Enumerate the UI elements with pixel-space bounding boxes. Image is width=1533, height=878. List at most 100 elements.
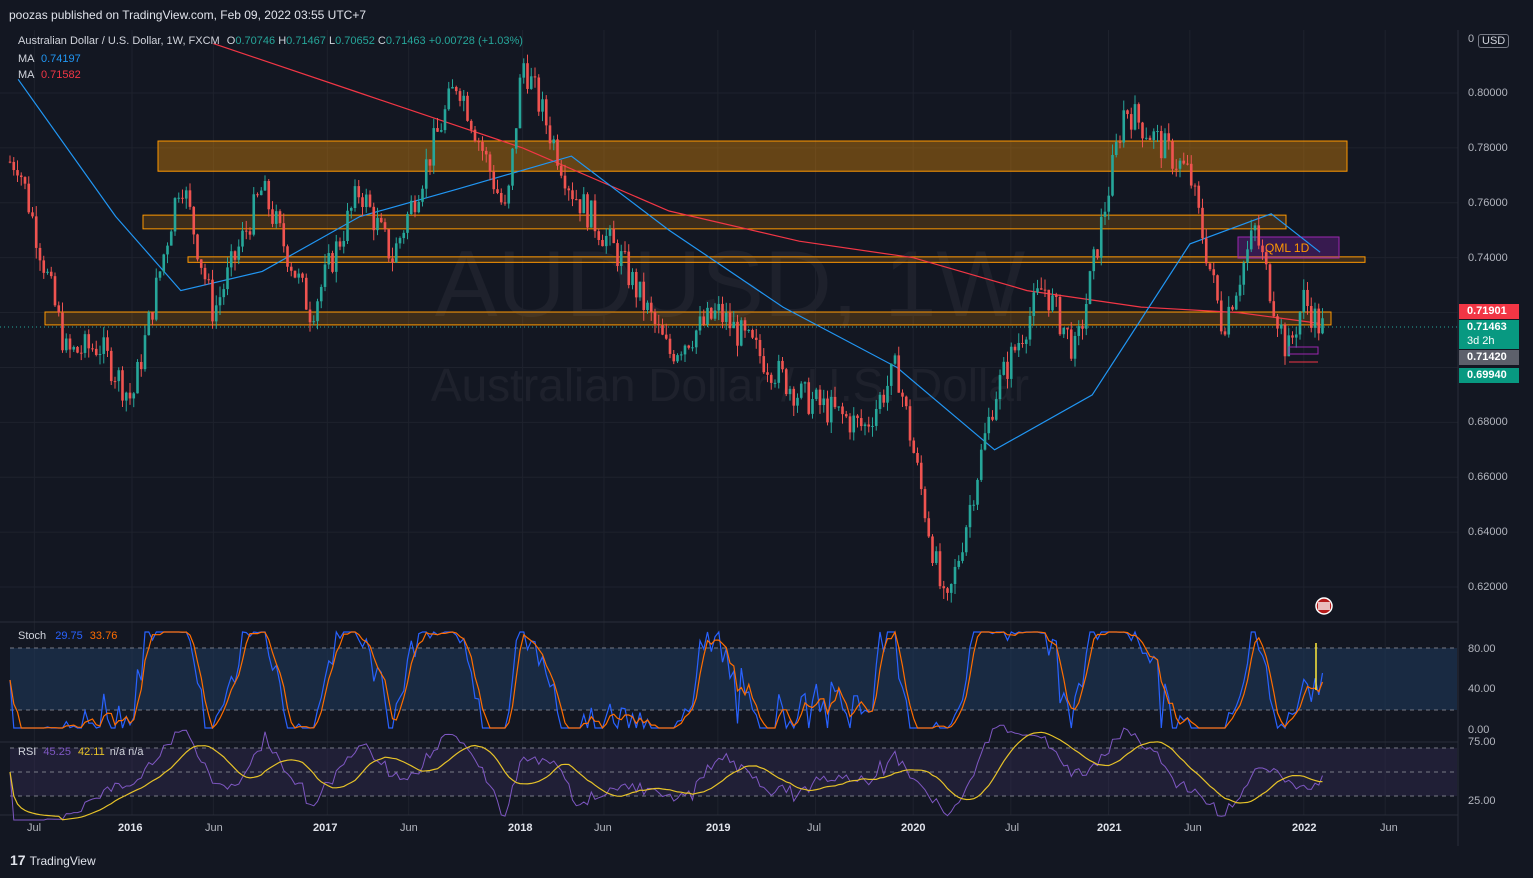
candle (942, 580, 946, 599)
candle (1178, 158, 1182, 178)
candle (496, 179, 499, 195)
stoch-level-40: 40.00 (1468, 683, 1496, 695)
candle (203, 263, 207, 286)
candle (1279, 319, 1283, 335)
candle (1006, 351, 1009, 389)
candle (293, 270, 297, 279)
candle (349, 206, 353, 219)
candle (1054, 292, 1058, 307)
main-legend: Australian Dollar / U.S. Dollar, 1W, FXC… (18, 35, 523, 47)
candle (1111, 144, 1114, 197)
candle (638, 281, 642, 301)
candle (567, 185, 571, 201)
candle (462, 89, 466, 112)
candle (271, 201, 274, 228)
candle (1321, 308, 1324, 335)
ma-fast-legend: MA 0.74197 (18, 53, 81, 65)
candle (162, 253, 166, 276)
candle (477, 137, 481, 151)
candle (574, 189, 578, 201)
candle (132, 391, 136, 408)
candle (769, 372, 773, 390)
candle (597, 228, 601, 246)
candle (1152, 128, 1156, 149)
candle (751, 328, 754, 339)
candle (518, 74, 522, 129)
candle (1024, 336, 1028, 354)
candle (8, 155, 12, 164)
candle (147, 310, 151, 336)
candle (79, 345, 83, 361)
mini-box-purple (1288, 346, 1319, 355)
candle (27, 176, 31, 215)
candle (364, 188, 368, 213)
candle (1073, 331, 1077, 367)
candle (657, 314, 661, 334)
candle (721, 296, 724, 329)
price-label-0.80000: 0.80000 (1468, 87, 1508, 99)
time-label-jun-2022: Jun (1380, 822, 1398, 834)
candle (274, 204, 278, 229)
candle (766, 363, 769, 383)
candle (687, 344, 691, 350)
candle (503, 194, 507, 206)
candle (1306, 282, 1309, 315)
currency-button[interactable]: USD (1478, 34, 1510, 48)
candle (98, 345, 102, 365)
candle (1298, 311, 1302, 340)
candle (259, 187, 263, 196)
time-label-2021: 2021 (1097, 822, 1122, 834)
candle (76, 345, 79, 354)
candle (848, 413, 852, 440)
time-label-2019: 2019 (706, 822, 731, 834)
candle (1174, 159, 1178, 177)
candle (248, 227, 252, 240)
price-label-0.68000: 0.68000 (1468, 416, 1508, 428)
candle (653, 308, 657, 333)
candle (1017, 333, 1021, 357)
candle (676, 353, 679, 363)
tradingview-logo[interactable]: 17 TradingView (10, 852, 96, 868)
tv-brand: TradingView (29, 854, 96, 868)
candle (672, 350, 676, 365)
candle (968, 495, 972, 538)
candle (143, 325, 147, 372)
candle (1212, 262, 1216, 284)
candle (964, 525, 968, 556)
candle (1234, 292, 1238, 311)
candle (1208, 263, 1212, 272)
candle (1231, 305, 1234, 311)
stoch-label: Stoch (18, 630, 47, 642)
candle (717, 296, 721, 321)
candle (826, 390, 829, 426)
candle (739, 317, 743, 347)
candle (702, 309, 706, 327)
price-tag-low: 0.69940 (1459, 368, 1519, 383)
candle (136, 359, 139, 394)
candle (376, 207, 379, 236)
price-label-0.74000: 0.74000 (1468, 252, 1508, 264)
candle (844, 410, 848, 419)
candle (278, 209, 282, 227)
candle (338, 237, 342, 251)
time-label-jun-2017: Jun (400, 822, 418, 834)
candle (391, 247, 394, 272)
candle (342, 230, 346, 254)
candle (1047, 289, 1051, 317)
candle (12, 157, 16, 176)
candle (938, 543, 942, 590)
candle (229, 244, 233, 277)
candle (946, 586, 949, 601)
candle (514, 128, 518, 154)
candle (923, 486, 927, 523)
rsi-label: RSI (18, 746, 37, 758)
published-info: poozas published on TradingView.com, Feb… (9, 8, 367, 22)
candle (1163, 128, 1167, 159)
candle (754, 328, 758, 349)
candle (1219, 291, 1223, 335)
candle (31, 206, 34, 219)
candle (484, 146, 488, 163)
candle (1084, 293, 1088, 336)
candle (113, 376, 117, 389)
